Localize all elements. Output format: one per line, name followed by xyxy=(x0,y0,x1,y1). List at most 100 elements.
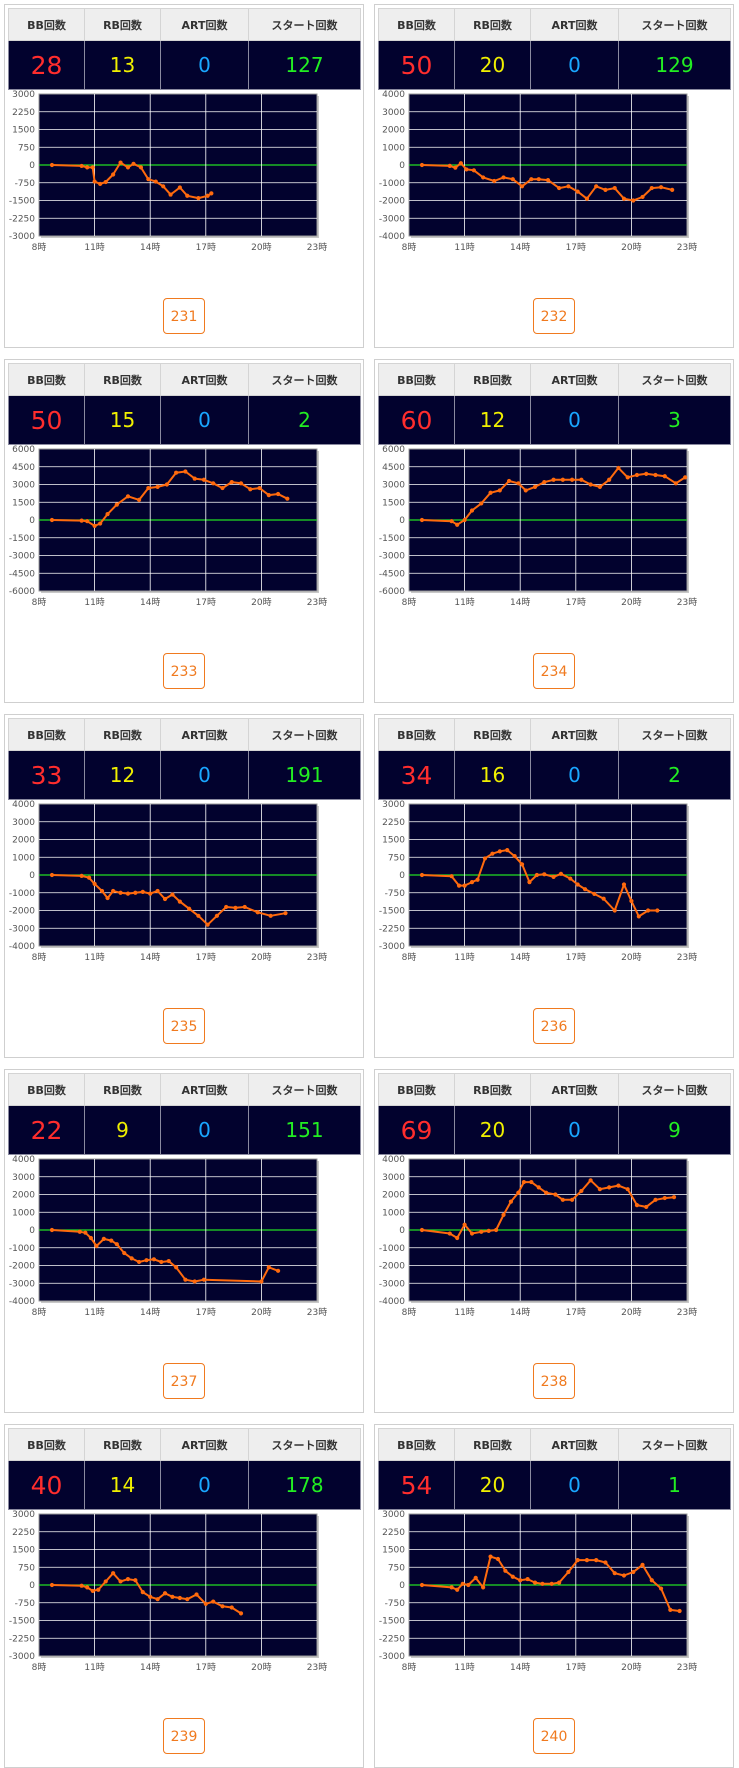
art-header: ART回数 xyxy=(160,363,249,396)
machine-number-button[interactable]: 239 xyxy=(163,1718,205,1754)
data-point xyxy=(658,1586,664,1591)
y-tick-label: 750 xyxy=(18,143,35,153)
data-point xyxy=(118,890,123,895)
data-point xyxy=(419,1582,425,1588)
y-tick-label: -1000 xyxy=(9,889,35,899)
data-point xyxy=(542,480,547,485)
y-tick-label: 2250 xyxy=(382,1528,405,1538)
data-point xyxy=(79,873,84,878)
data-point xyxy=(155,888,160,894)
x-tick-label: 17時 xyxy=(196,242,216,253)
art-count: 0 xyxy=(160,1460,249,1510)
data-point xyxy=(192,476,197,481)
data-point xyxy=(447,1231,452,1236)
data-point xyxy=(162,896,168,902)
machine-number-button[interactable]: 236 xyxy=(533,1008,575,1044)
rb-count: 20 xyxy=(454,40,531,90)
machine-number-button[interactable]: 235 xyxy=(163,1008,205,1044)
data-point xyxy=(447,163,452,168)
y-tick-label: 4500 xyxy=(12,463,35,473)
stats-value-row: 54 20 0 1 xyxy=(378,1460,731,1510)
data-point xyxy=(575,882,580,887)
machine-card: BB回数 RB回数 ART回数 スタート回数 60 12 0 3 6000 4500 3000 150… xyxy=(374,359,734,703)
data-point xyxy=(257,485,262,491)
y-tick-label: -1500 xyxy=(9,197,35,207)
rb-header: RB回数 xyxy=(454,8,531,41)
x-tick-label: 14時 xyxy=(510,242,530,253)
data-point xyxy=(594,184,599,189)
data-point xyxy=(105,511,110,517)
x-tick-label: 20時 xyxy=(621,952,641,963)
data-point xyxy=(497,488,502,493)
data-point xyxy=(597,484,602,489)
data-point xyxy=(644,471,649,476)
data-point xyxy=(569,1197,575,1202)
stats-table: BB回数 RB回数 ART回数 スタート回数 50 15 0 2 xyxy=(8,363,361,445)
y-tick-label: 1000 xyxy=(382,143,405,153)
data-point xyxy=(77,1229,82,1234)
machine-number-button[interactable]: 238 xyxy=(533,1363,575,1399)
y-tick-label: -1500 xyxy=(9,534,35,544)
machine-number-button[interactable]: 232 xyxy=(533,298,575,334)
y-tick-label: -1500 xyxy=(379,534,405,544)
x-tick-label: 8時 xyxy=(32,242,47,253)
y-tick-label: 2250 xyxy=(382,818,405,828)
data-point xyxy=(612,1571,617,1576)
rb-header: RB回数 xyxy=(454,363,531,396)
data-point xyxy=(621,1573,627,1578)
data-point xyxy=(566,1569,571,1575)
machine-number-button[interactable]: 231 xyxy=(163,298,205,334)
data-point xyxy=(466,1582,471,1588)
x-tick-label: 20時 xyxy=(621,1307,641,1318)
start-header: スタート回数 xyxy=(248,8,361,41)
start-count: 127 xyxy=(248,40,361,90)
x-tick-label: 8時 xyxy=(32,1307,47,1318)
data-point xyxy=(588,482,593,487)
machine-number-button[interactable]: 233 xyxy=(163,653,205,689)
art-header: ART回数 xyxy=(530,1428,619,1461)
rb-count: 15 xyxy=(84,395,161,445)
y-tick-label: -2250 xyxy=(379,924,405,934)
data-point xyxy=(183,469,188,474)
y-tick-label: -1000 xyxy=(379,179,405,189)
y-tick-label: 3000 xyxy=(382,800,405,810)
data-point xyxy=(506,478,512,484)
machine-number-button[interactable]: 240 xyxy=(533,1718,575,1754)
data-point xyxy=(177,899,182,904)
data-point xyxy=(185,1597,190,1602)
x-tick-label: 11時 xyxy=(84,952,104,963)
data-point xyxy=(631,1569,636,1575)
data-point xyxy=(529,177,534,182)
data-point xyxy=(645,908,651,913)
data-point xyxy=(655,908,660,913)
data-point xyxy=(164,482,169,487)
bb-header: BB回数 xyxy=(8,363,85,396)
y-tick-label: 2000 xyxy=(12,836,35,846)
x-tick-label: 23時 xyxy=(677,1307,697,1318)
data-point xyxy=(584,196,590,201)
machine-number-button[interactable]: 234 xyxy=(533,653,575,689)
x-tick-label: 23時 xyxy=(307,1307,327,1318)
data-point xyxy=(125,165,131,170)
y-tick-label: 2250 xyxy=(12,1528,35,1538)
x-tick-label: 23時 xyxy=(307,242,327,253)
data-point xyxy=(151,1257,157,1262)
data-point xyxy=(557,185,562,191)
x-tick-label: 17時 xyxy=(566,1662,586,1673)
x-tick-label: 8時 xyxy=(32,597,47,608)
data-point xyxy=(92,881,97,886)
y-tick-label: -1000 xyxy=(9,1244,35,1254)
bb-count: 60 xyxy=(378,395,455,445)
art-header: ART回数 xyxy=(530,8,619,41)
y-tick-label: -750 xyxy=(385,889,406,899)
data-point xyxy=(662,1195,667,1201)
data-point xyxy=(170,892,175,897)
data-point xyxy=(551,874,556,879)
series-line xyxy=(421,466,686,526)
data-point xyxy=(162,1591,168,1596)
machine-number-button[interactable]: 237 xyxy=(163,1363,205,1399)
data-point xyxy=(469,1231,475,1236)
y-tick-label: 1500 xyxy=(12,126,35,136)
data-point xyxy=(90,1588,95,1594)
data-point xyxy=(658,185,664,190)
